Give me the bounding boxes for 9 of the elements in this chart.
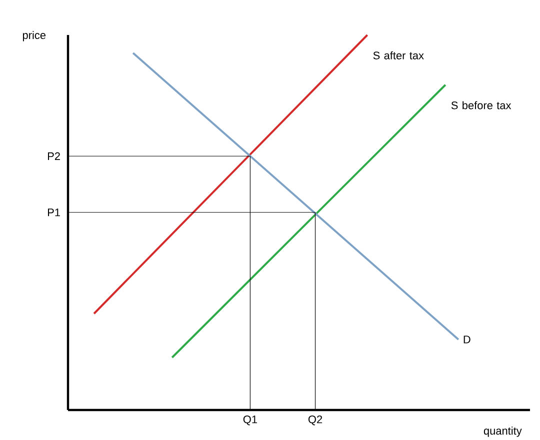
y-axis-title: price [22,30,46,42]
x-tick-label: Q2 [308,415,322,426]
series-label: S before tax [451,101,512,110]
series-label: S after tax [373,51,424,60]
series-label: P1 [48,208,60,216]
x-axis-title: quantity [484,426,522,437]
series-label: P2 [48,152,60,160]
series-label: D [464,336,470,344]
x-tick-label: Q1 [243,415,257,426]
